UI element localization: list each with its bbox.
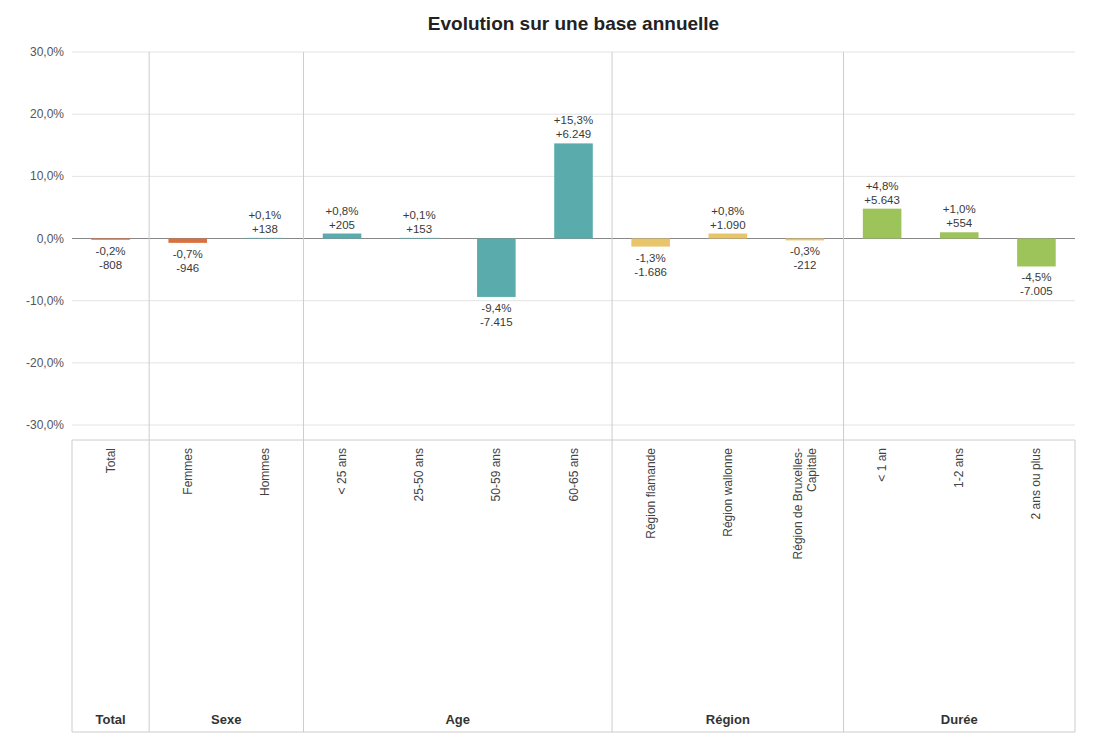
y-tick-label: 30,0% <box>30 45 64 59</box>
category-label: < 1 an <box>875 448 889 482</box>
category-label: Femmes <box>181 448 195 495</box>
annotation: +205 <box>329 219 355 231</box>
data-label: -4,5% <box>1021 271 1051 283</box>
annotation: +5.643 <box>864 194 900 206</box>
group-label: Total <box>96 712 126 727</box>
bar <box>91 239 130 240</box>
group-separator <box>843 52 844 732</box>
chart-title: Evolution sur une base annuelle <box>428 13 719 34</box>
category-label: Région de Bruxelles-Capitale <box>791 448 819 560</box>
data-label: +0,1% <box>403 209 436 221</box>
group-label: Région <box>706 712 750 727</box>
data-label: -0,7% <box>173 248 203 260</box>
bar <box>709 234 748 239</box>
bar <box>863 209 902 239</box>
annotation: -808 <box>99 259 122 271</box>
label-box-bottom <box>72 732 1075 733</box>
bar <box>246 237 285 239</box>
category-label: 25-50 ans <box>412 448 426 501</box>
annotation: +138 <box>252 223 278 235</box>
data-label: -9,4% <box>481 302 511 314</box>
y-tick-label: 0,0% <box>37 232 65 246</box>
group-label: Age <box>445 712 470 727</box>
category-label: 60-65 ans <box>567 448 581 501</box>
annotation: +554 <box>946 217 973 229</box>
data-labels: -0,2% -808 -0,7% -946 +0,1% +138 +0,8% +205 +0,1… <box>96 114 1053 328</box>
group-separator <box>612 52 613 732</box>
y-tick-label: -10,0% <box>26 294 64 308</box>
x-axis-labels: Total Femmes Hommes < 25 ans 25-50 ans 50-59 … <box>104 448 1044 560</box>
label-box-right <box>1075 440 1076 732</box>
y-grid: -30,0% -20,0% -10,0% 0,0% 10,0% 20,0% 30,0% <box>26 45 1075 432</box>
data-label: +1,0% <box>943 203 976 215</box>
annotation: +1.090 <box>710 219 746 231</box>
bar <box>940 232 979 238</box>
group-separator <box>149 52 150 732</box>
data-label: +0,8% <box>326 205 359 217</box>
annotation: +153 <box>406 223 432 235</box>
annotation: -7.415 <box>480 316 513 328</box>
annotation: +6.249 <box>556 128 592 140</box>
y-tick-label: -30,0% <box>26 418 64 432</box>
bar <box>786 239 825 241</box>
group-separators <box>72 52 1075 732</box>
data-label: +0,1% <box>248 209 281 221</box>
grid-line <box>72 425 1075 426</box>
category-label: Région flamande <box>644 448 658 539</box>
bar <box>554 143 593 238</box>
data-label: +4,8% <box>866 180 899 192</box>
chart-svg: Evolution sur une base annuelle -30,0% -20… <box>0 0 1095 740</box>
bars <box>91 143 1055 297</box>
bar <box>168 239 207 243</box>
y-tick-label: 20,0% <box>30 107 64 121</box>
annotation: -212 <box>793 259 816 271</box>
bar <box>477 239 516 297</box>
category-label: 1-2 ans <box>952 448 966 488</box>
data-label: -0,2% <box>96 245 126 257</box>
group-separator <box>303 52 304 732</box>
y-tick-label: -20,0% <box>26 356 64 370</box>
label-box-top <box>72 440 1075 441</box>
data-label: +0,8% <box>711 205 744 217</box>
label-box-left <box>72 440 73 732</box>
bar <box>323 234 362 239</box>
category-label: Région wallonne <box>721 448 735 537</box>
bar <box>631 239 670 247</box>
grid-line <box>72 52 1075 53</box>
grid-line <box>72 362 1075 363</box>
group-label: Durée <box>941 712 978 727</box>
data-label: +15,3% <box>554 114 593 126</box>
category-label: Hommes <box>258 448 272 496</box>
category-label: Total <box>104 448 118 473</box>
grid-line <box>72 300 1075 301</box>
bar <box>1017 239 1056 267</box>
category-label: < 25 ans <box>335 448 349 494</box>
group-label: Sexe <box>211 712 241 727</box>
bar <box>400 237 439 239</box>
data-label: -1,3% <box>636 252 666 264</box>
annotation: -7.005 <box>1020 285 1053 297</box>
chart-container: Evolution sur une base annuelle -30,0% -20… <box>0 0 1095 740</box>
y-tick-label: 10,0% <box>30 169 64 183</box>
data-label: -0,3% <box>790 245 820 257</box>
category-label: 50-59 ans <box>489 448 503 501</box>
category-label: 2 ans ou plus <box>1029 448 1043 519</box>
annotation: -1.686 <box>634 266 667 278</box>
annotation: -946 <box>176 262 199 274</box>
